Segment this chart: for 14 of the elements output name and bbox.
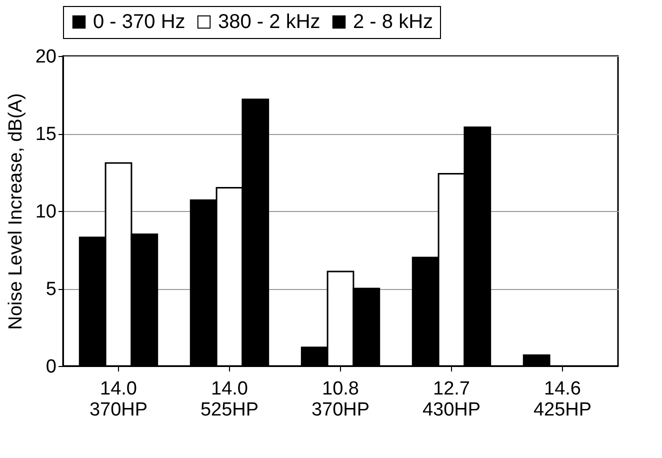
x-tick-label: 12.7 430HP (422, 378, 481, 420)
legend-label: 2 - 8 kHz (353, 11, 434, 33)
legend-label: 380 - 2 kHz (218, 11, 320, 33)
x-tick-label: 14.0 525HP (200, 378, 259, 420)
x-tick-label: 10.8 370HP (311, 378, 370, 420)
legend-label: 0 - 370 Hz (93, 11, 186, 33)
x-tick-label: 14.6 425HP (533, 378, 592, 420)
x-tick-label: 14.0 370HP (89, 378, 148, 420)
y-tick-label: 0 (46, 356, 56, 378)
y-tick-label: 15 (35, 124, 56, 145)
y-tick-label: 5 (46, 279, 56, 300)
y-tick-label: 10 (35, 202, 56, 222)
y-axis-title: Noise Level Increase, dB(A) (5, 93, 26, 330)
y-tick-label: 20 (35, 46, 56, 68)
